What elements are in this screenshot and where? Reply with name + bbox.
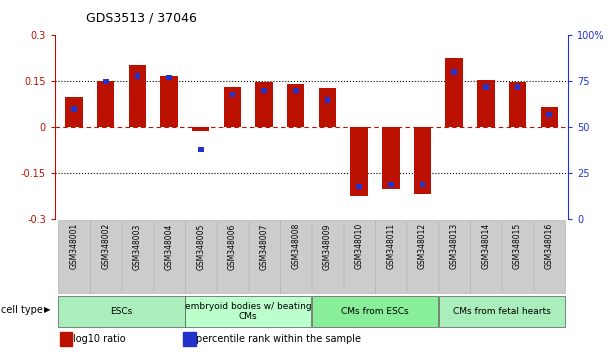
- Bar: [224, 87, 241, 127]
- Bar: [262, 88, 267, 93]
- Bar: [65, 97, 82, 127]
- Bar: [217, 220, 248, 293]
- Bar: [414, 127, 431, 194]
- Text: GSM348006: GSM348006: [228, 223, 237, 270]
- Bar: [541, 107, 558, 127]
- Bar: [249, 220, 280, 293]
- Text: ESCs: ESCs: [111, 307, 133, 316]
- Bar: [343, 220, 375, 293]
- Bar: [483, 84, 489, 90]
- Bar: [198, 147, 203, 152]
- Bar: [388, 182, 393, 187]
- Text: GSM348015: GSM348015: [513, 223, 522, 269]
- Text: GSM348007: GSM348007: [260, 223, 269, 270]
- Bar: [445, 58, 463, 127]
- Bar: [122, 220, 153, 293]
- Bar: [59, 220, 90, 293]
- Bar: [103, 79, 109, 84]
- Bar: [192, 127, 210, 131]
- Text: GSM348004: GSM348004: [164, 223, 174, 270]
- Bar: [60, 332, 73, 346]
- Bar: [382, 127, 400, 189]
- Bar: [312, 296, 438, 327]
- Bar: [293, 88, 299, 93]
- Bar: [439, 296, 565, 327]
- Bar: [546, 112, 552, 117]
- Text: CMs from ESCs: CMs from ESCs: [341, 307, 409, 316]
- Text: GSM348001: GSM348001: [70, 223, 78, 269]
- Bar: [407, 220, 438, 293]
- Bar: [134, 73, 140, 79]
- Bar: [452, 69, 457, 75]
- Text: GSM348003: GSM348003: [133, 223, 142, 270]
- Bar: [97, 81, 114, 127]
- Text: percentile rank within the sample: percentile rank within the sample: [196, 333, 361, 344]
- Bar: [356, 184, 362, 189]
- Bar: [280, 220, 311, 293]
- Bar: [514, 84, 521, 90]
- Bar: [324, 97, 331, 103]
- Bar: [533, 220, 565, 293]
- Text: embryoid bodies w/ beating
CMs: embryoid bodies w/ beating CMs: [185, 302, 312, 321]
- Bar: [319, 88, 336, 127]
- Text: GSM348010: GSM348010: [354, 223, 364, 269]
- Text: GSM348014: GSM348014: [481, 223, 491, 269]
- Text: GSM348011: GSM348011: [386, 223, 395, 269]
- Bar: [312, 220, 343, 293]
- Text: CMs from fetal hearts: CMs from fetal hearts: [453, 307, 551, 316]
- Text: GSM348005: GSM348005: [196, 223, 205, 270]
- Bar: [255, 82, 273, 127]
- Bar: [183, 332, 196, 346]
- Bar: [129, 64, 146, 127]
- Bar: [59, 296, 185, 327]
- Bar: [153, 220, 185, 293]
- Bar: [351, 127, 368, 196]
- Bar: [439, 220, 470, 293]
- Text: cell type: cell type: [1, 305, 43, 315]
- Bar: [90, 220, 121, 293]
- Text: GSM348009: GSM348009: [323, 223, 332, 270]
- Text: GSM348008: GSM348008: [291, 223, 300, 269]
- Bar: [477, 80, 494, 127]
- Text: GSM348013: GSM348013: [450, 223, 459, 269]
- Text: GSM348012: GSM348012: [418, 223, 427, 269]
- Bar: [470, 220, 502, 293]
- Text: GSM348016: GSM348016: [545, 223, 554, 269]
- Text: log10 ratio: log10 ratio: [73, 333, 126, 344]
- Bar: [509, 82, 526, 127]
- Bar: [230, 92, 235, 97]
- Text: GDS3513 / 37046: GDS3513 / 37046: [86, 12, 196, 25]
- Bar: [420, 182, 425, 187]
- Bar: [375, 220, 406, 293]
- Bar: [185, 296, 311, 327]
- Bar: [502, 220, 533, 293]
- Bar: [160, 76, 178, 127]
- Text: GSM348002: GSM348002: [101, 223, 110, 269]
- Bar: [166, 75, 172, 80]
- Bar: [287, 84, 304, 127]
- Text: ▶: ▶: [44, 305, 51, 314]
- Bar: [71, 106, 77, 112]
- Bar: [185, 220, 216, 293]
